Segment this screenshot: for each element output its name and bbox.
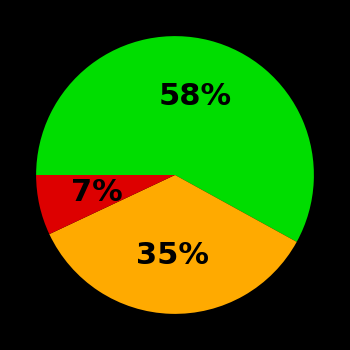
Wedge shape xyxy=(36,175,175,234)
Text: 35%: 35% xyxy=(136,241,209,270)
Wedge shape xyxy=(49,175,297,314)
Wedge shape xyxy=(36,36,314,242)
Text: 58%: 58% xyxy=(159,83,232,112)
Text: 7%: 7% xyxy=(70,178,122,207)
